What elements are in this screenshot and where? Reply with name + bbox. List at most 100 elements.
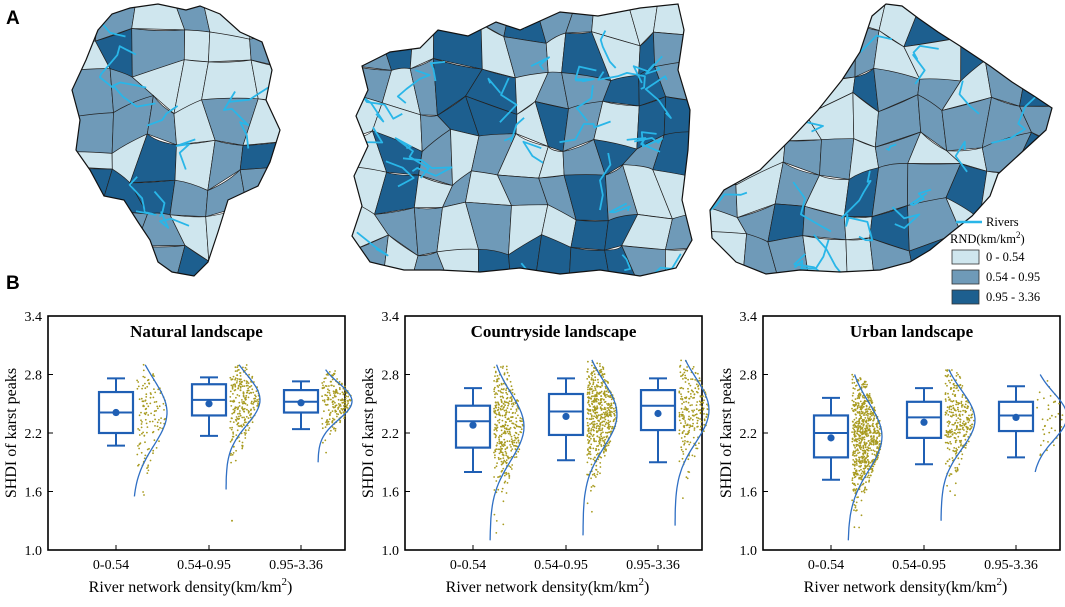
data-point bbox=[591, 510, 593, 513]
data-point bbox=[520, 431, 523, 434]
data-point bbox=[334, 390, 337, 393]
data-point bbox=[870, 400, 873, 402]
data-point bbox=[233, 409, 236, 412]
data-point bbox=[688, 397, 691, 400]
data-point bbox=[1050, 427, 1053, 430]
data-point bbox=[866, 417, 869, 419]
data-point bbox=[326, 423, 328, 426]
data-point bbox=[141, 421, 143, 423]
data-point bbox=[505, 409, 508, 412]
data-point bbox=[678, 413, 681, 416]
data-point bbox=[501, 469, 504, 472]
data-point bbox=[946, 460, 949, 463]
data-point bbox=[952, 423, 955, 426]
data-point bbox=[611, 425, 614, 428]
x-tick-label: 0.95-3.36 bbox=[626, 558, 680, 573]
data-point bbox=[591, 435, 594, 437]
river-line bbox=[240, 7, 257, 17]
data-point bbox=[954, 450, 957, 452]
data-point bbox=[865, 461, 868, 463]
data-point bbox=[855, 413, 857, 416]
river-line bbox=[487, 77, 501, 94]
data-point bbox=[862, 490, 865, 492]
data-point bbox=[496, 393, 499, 395]
data-point bbox=[141, 387, 144, 390]
data-point bbox=[142, 384, 144, 387]
data-point bbox=[587, 401, 589, 404]
data-point bbox=[513, 393, 516, 396]
x-tick-label: 0-0.54 bbox=[808, 558, 844, 573]
data-point bbox=[509, 433, 512, 436]
data-point bbox=[499, 475, 502, 478]
data-point bbox=[591, 409, 594, 411]
data-point bbox=[502, 392, 504, 394]
data-point bbox=[962, 409, 964, 412]
data-point bbox=[603, 390, 606, 393]
data-point bbox=[158, 405, 161, 408]
data-point bbox=[851, 482, 854, 485]
data-point bbox=[607, 391, 610, 393]
data-point bbox=[156, 405, 159, 408]
data-point bbox=[948, 406, 951, 409]
data-point bbox=[145, 411, 148, 414]
data-point bbox=[683, 430, 685, 432]
data-point bbox=[860, 423, 863, 425]
data-point bbox=[230, 417, 233, 420]
data-point bbox=[857, 452, 859, 455]
data-point bbox=[504, 427, 506, 430]
data-point bbox=[147, 378, 150, 381]
data-point bbox=[248, 386, 251, 388]
data-point bbox=[945, 434, 948, 436]
data-point bbox=[859, 442, 862, 444]
data-point bbox=[138, 414, 141, 417]
data-point bbox=[867, 394, 869, 397]
data-point bbox=[163, 409, 165, 411]
data-point bbox=[869, 442, 872, 444]
data-point bbox=[959, 418, 961, 421]
data-point bbox=[868, 428, 870, 431]
data-point bbox=[239, 375, 242, 377]
data-point bbox=[599, 462, 602, 464]
data-point bbox=[959, 441, 962, 443]
data-point bbox=[951, 400, 954, 403]
data-point bbox=[515, 408, 518, 411]
y-tick-label: 2.8 bbox=[25, 369, 43, 384]
data-point bbox=[947, 433, 950, 436]
data-point bbox=[862, 482, 865, 485]
data-point bbox=[853, 504, 856, 506]
data-point bbox=[948, 399, 950, 401]
data-point bbox=[237, 407, 239, 410]
data-point bbox=[600, 456, 603, 459]
data-point bbox=[138, 429, 141, 431]
data-point bbox=[140, 426, 143, 429]
data-point bbox=[956, 372, 958, 374]
data-point bbox=[682, 453, 685, 455]
data-point bbox=[595, 416, 597, 419]
data-point bbox=[853, 431, 856, 433]
data-point bbox=[678, 390, 681, 393]
data-point bbox=[152, 396, 155, 399]
data-point bbox=[696, 419, 699, 422]
river-line bbox=[958, 80, 980, 115]
data-point bbox=[597, 381, 600, 384]
data-point bbox=[680, 407, 683, 410]
data-point bbox=[1058, 402, 1060, 405]
data-point bbox=[862, 454, 865, 456]
data-point bbox=[597, 378, 599, 381]
data-point bbox=[853, 381, 856, 384]
data-point bbox=[147, 469, 150, 472]
data-point bbox=[505, 391, 508, 394]
box-group-3: 0.95-3.36 bbox=[984, 374, 1065, 573]
data-point bbox=[137, 385, 140, 388]
river-line bbox=[530, 56, 550, 71]
data-point bbox=[947, 396, 950, 399]
data-point bbox=[229, 400, 232, 403]
data-point bbox=[945, 412, 948, 414]
data-point bbox=[493, 410, 496, 413]
data-point bbox=[946, 421, 949, 423]
data-point bbox=[140, 423, 143, 425]
data-point bbox=[854, 505, 857, 507]
data-point bbox=[696, 422, 699, 425]
data-point bbox=[239, 413, 241, 415]
data-point bbox=[256, 405, 258, 407]
